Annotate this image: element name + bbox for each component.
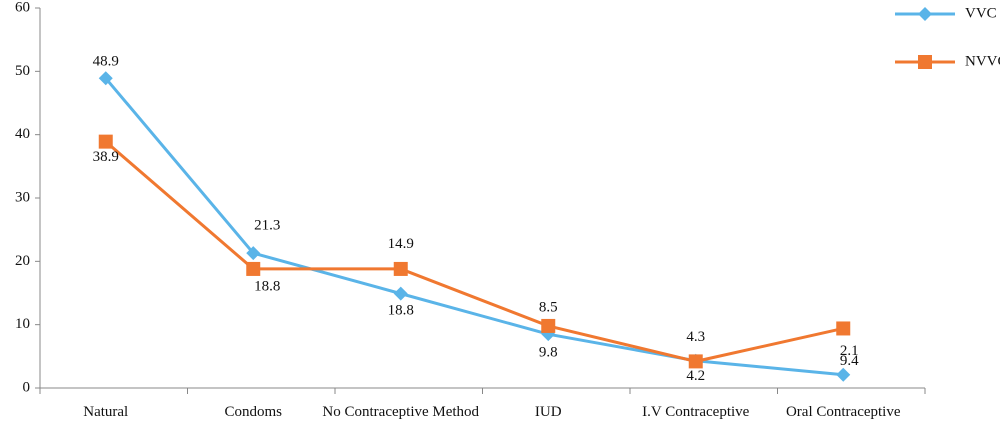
data-label: 8.5: [539, 300, 558, 316]
x-tick-label: Condoms: [224, 404, 282, 420]
point: [98, 134, 113, 149]
y-tick-label: 40: [15, 126, 30, 142]
data-label: 38.9: [93, 149, 119, 165]
point: [393, 261, 408, 276]
data-label: 9.4: [840, 353, 859, 369]
legend-marker: [918, 55, 932, 69]
y-tick-label: 60: [15, 0, 30, 15]
point: [246, 246, 261, 261]
data-label: 4.3: [686, 329, 705, 345]
series-line: [104, 140, 844, 363]
point: [98, 71, 113, 86]
point: [688, 354, 703, 369]
x-tick-label: IUD: [534, 404, 562, 420]
point: [393, 286, 408, 301]
x-tick-label: Oral Contraceptive: [785, 404, 901, 420]
data-label: 48.9: [93, 54, 119, 70]
y-tick-label: 20: [15, 253, 30, 269]
y-tick-label: 0: [23, 379, 31, 395]
point: [246, 261, 261, 276]
legend-label: VVC: [965, 5, 997, 21]
point: [836, 321, 851, 336]
legend-marker: [918, 7, 932, 21]
data-label: 21.3: [254, 218, 280, 234]
data-label: 4.2: [686, 368, 705, 384]
point: [836, 367, 851, 382]
x-tick-label: Natural: [83, 404, 129, 420]
point: [541, 318, 556, 333]
y-tick-label: 50: [15, 63, 30, 79]
data-label: 14.9: [388, 236, 414, 252]
x-tick-label: No Contraceptive Method: [322, 404, 480, 420]
x-tick-label: I.V Contraceptive: [642, 404, 750, 420]
y-tick-label: 10: [15, 316, 30, 332]
data-label: 2.1: [840, 343, 859, 359]
data-label: 18.8: [254, 278, 280, 294]
y-tick-label: 30: [15, 189, 30, 205]
data-label: 9.8: [539, 344, 558, 360]
data-label: 18.8: [388, 302, 414, 318]
series-line: [104, 77, 844, 377]
legend-label: NVVC: [965, 53, 1000, 69]
